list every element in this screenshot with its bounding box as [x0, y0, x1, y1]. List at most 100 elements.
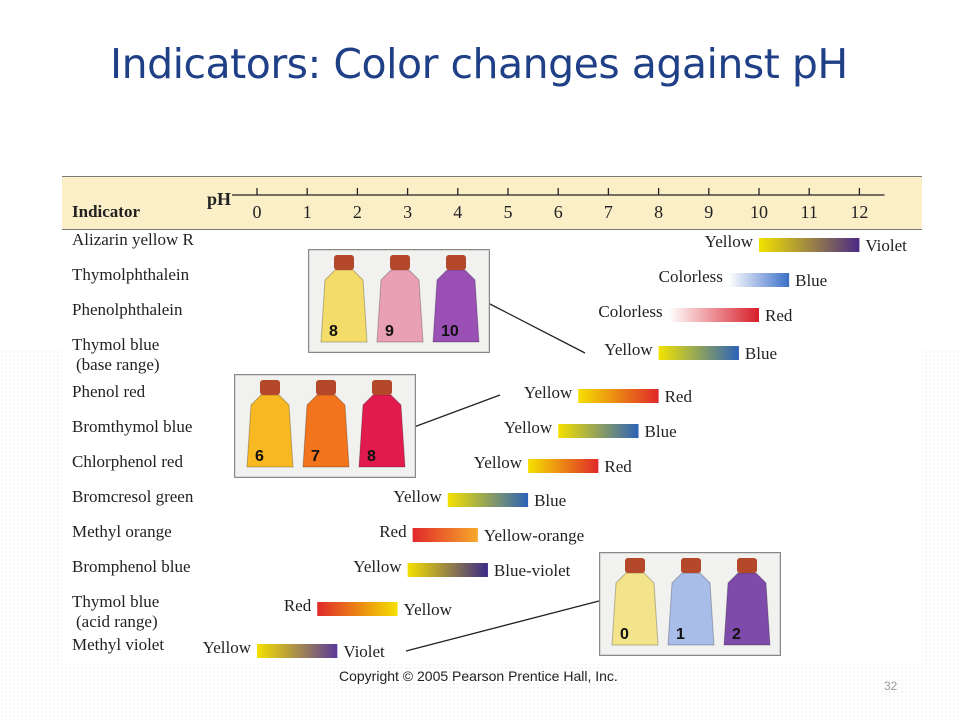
flask: [246, 394, 294, 468]
flask-cap: [334, 255, 354, 270]
indicator-name: Thymol blue: [72, 592, 160, 611]
ph-tick-label: 10: [750, 202, 768, 222]
leader-line: [487, 302, 586, 354]
flask: [358, 394, 406, 468]
color-change-bar: [658, 346, 739, 360]
flask-cap: [372, 380, 392, 395]
flask-cap: [737, 558, 757, 573]
ph-tick-label: 6: [554, 202, 563, 222]
high-ph-color-label: Red: [604, 457, 632, 476]
color-change-bar: [257, 644, 338, 658]
low-ph-color-label: Red: [284, 596, 312, 615]
photo-flasks-ph-8-9-10: 8 9 10: [308, 249, 490, 353]
high-ph-color-label: Blue: [745, 344, 777, 363]
flask-ph-label: 8: [329, 323, 338, 340]
flask: [611, 572, 659, 646]
indicator-name: Phenol red: [72, 382, 146, 401]
high-ph-color-label: Red: [665, 387, 693, 406]
high-ph-color-label: Red: [765, 306, 793, 325]
low-ph-color-label: Colorless: [598, 302, 662, 321]
low-ph-color-label: Colorless: [659, 267, 723, 286]
high-ph-color-label: Yellow-orange: [484, 526, 584, 545]
low-ph-color-label: Yellow: [474, 453, 523, 472]
ph-tick-label: 7: [604, 202, 613, 222]
low-ph-color-label: Yellow: [353, 557, 402, 576]
flask-cap: [625, 558, 645, 573]
indicator-name: Bromphenol blue: [72, 557, 191, 576]
indicator-name: Thymolphthalein: [72, 265, 190, 284]
indicator-name: Methyl orange: [72, 522, 172, 541]
ph-axis: 0 1 2 3 4 5 6 7 8 9 10 11 12: [232, 188, 885, 222]
low-ph-color-label: Yellow: [604, 340, 653, 359]
photo-flasks-ph-6-7-8: 6 7 8: [234, 374, 416, 478]
low-ph-color-label: Yellow: [203, 638, 252, 657]
leader-line: [413, 394, 501, 428]
ph-axis-label: pH: [207, 189, 232, 209]
low-ph-color-label: Yellow: [504, 418, 553, 437]
ph-tick-label: 5: [504, 202, 513, 222]
low-ph-color-label: Red: [379, 522, 407, 541]
chart-header: Indicator pH: [62, 176, 922, 230]
color-change-bar: [528, 459, 599, 473]
indicator-column-header: Indicator: [72, 202, 140, 221]
indicator-name: Alizarin yellow R: [72, 230, 194, 249]
flask: [302, 394, 350, 468]
indicator-name: Bromthymol blue: [72, 417, 193, 436]
ph-tick-label: 12: [850, 202, 868, 222]
indicator-name: Methyl violet: [72, 635, 165, 654]
flask-cap: [446, 255, 466, 270]
flask-cap: [681, 558, 701, 573]
flask-ph-label: 10: [441, 323, 459, 340]
high-ph-color-label: Blue: [645, 422, 677, 441]
ph-tick-label: 2: [353, 202, 362, 222]
flask-ph-label: 9: [385, 323, 394, 340]
high-ph-color-label: Violet: [865, 236, 907, 255]
color-change-bar: [578, 389, 659, 403]
flask: [667, 572, 715, 646]
flask-ph-label: 0: [620, 626, 629, 643]
ph-tick-label: 1: [303, 202, 312, 222]
indicator-name: Chlorphenol red: [72, 452, 183, 471]
ph-tick-label: 9: [704, 202, 713, 222]
copyright-notice: Copyright © 2005 Pearson Prentice Hall, …: [339, 668, 618, 684]
flask-cap: [260, 380, 280, 395]
high-ph-color-label: Blue: [795, 271, 827, 290]
high-ph-color-label: Blue-violet: [494, 561, 571, 580]
flask-ph-label: 1: [676, 626, 685, 643]
slide-number: 32: [884, 679, 898, 693]
ph-tick-label: 8: [654, 202, 663, 222]
indicator-range-note: (acid range): [76, 612, 158, 631]
color-change-bar: [759, 238, 860, 252]
indicator-name: Bromcresol green: [72, 487, 194, 506]
photo-flasks-ph-0-1-2: 0 1 2: [599, 552, 781, 656]
flask: [376, 269, 424, 343]
color-change-bar: [668, 308, 759, 322]
high-ph-color-label: Violet: [343, 642, 385, 661]
indicator-name: Phenolphthalein: [72, 300, 183, 319]
flask: [432, 269, 480, 343]
color-change-bar: [447, 493, 529, 507]
color-change-bar: [317, 602, 398, 616]
low-ph-color-label: Yellow: [705, 232, 754, 251]
slide-title: Indicators: Color changes against pH: [110, 40, 848, 88]
flask-ph-label: 8: [367, 448, 376, 465]
color-change-bar: [558, 424, 639, 438]
high-ph-color-label: Yellow: [404, 600, 453, 619]
color-change-bar: [407, 563, 488, 577]
low-ph-color-label: Yellow: [393, 487, 442, 506]
low-ph-color-label: Yellow: [524, 383, 573, 402]
flask-ph-label: 7: [311, 448, 320, 465]
indicator-range-note: (base range): [76, 355, 160, 374]
indicator-name: Thymol blue: [72, 335, 160, 354]
color-change-bar: [412, 528, 478, 542]
flask-ph-label: 6: [255, 448, 264, 465]
flask-cap: [390, 255, 410, 270]
high-ph-color-label: Blue: [534, 491, 566, 510]
flask-ph-label: 2: [732, 626, 741, 643]
leader-line: [405, 600, 600, 652]
ph-tick-label: 0: [253, 202, 262, 222]
flask: [723, 572, 771, 646]
ph-tick-label: 3: [403, 202, 412, 222]
flask-cap: [316, 380, 336, 395]
color-change-bars: Yellow Violet Colorless Blue Colorless Red Yel…: [203, 232, 907, 661]
